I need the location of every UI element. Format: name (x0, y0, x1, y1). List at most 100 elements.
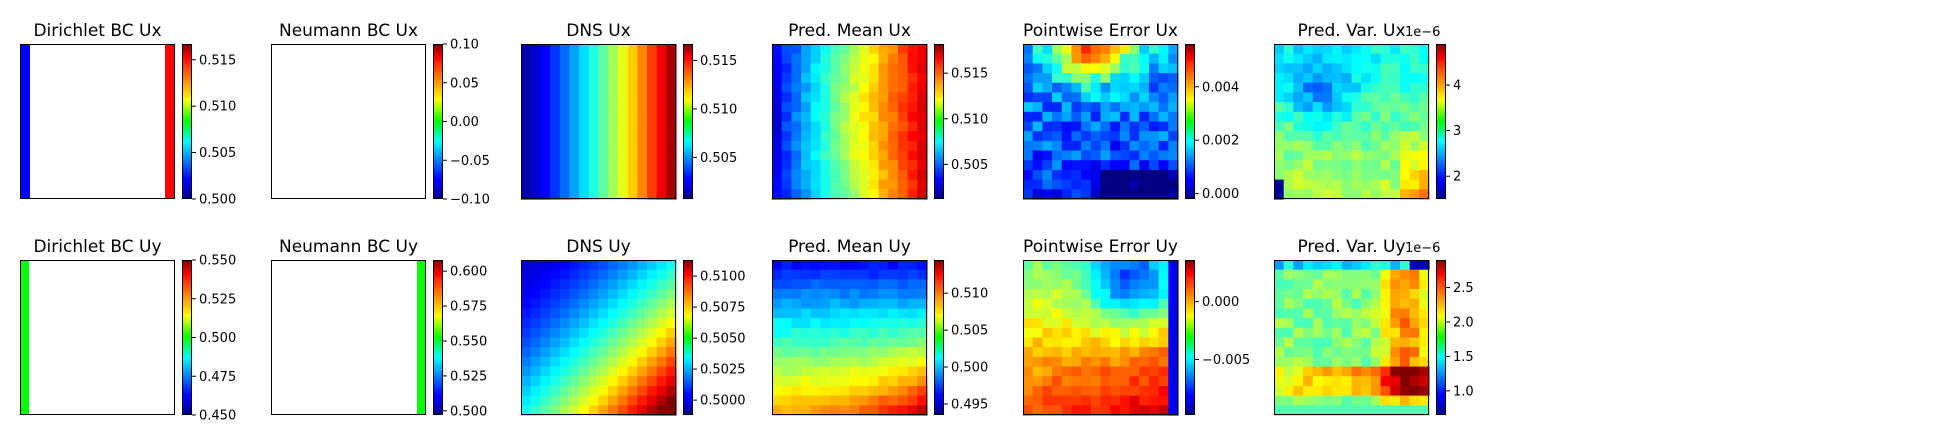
heatmap-cell (1322, 169, 1333, 181)
heatmap-cell (1119, 160, 1131, 171)
heatmap-cell (1110, 121, 1121, 132)
heatmap-cell (810, 385, 822, 397)
heatmap-cell (1061, 366, 1073, 377)
heatmap-cell (1100, 140, 1111, 152)
heatmap-cell (1322, 73, 1333, 84)
heatmap-cell (810, 318, 822, 329)
heatmap-cell (1380, 327, 1391, 339)
heatmap-cell (646, 269, 658, 280)
heatmap-cell (1361, 160, 1372, 171)
heatmap-cell (666, 131, 677, 142)
heatmap-cell (1071, 121, 1082, 132)
heatmap-cell (772, 160, 783, 171)
heatmap-cell (781, 260, 792, 271)
heatmap-cell (1052, 347, 1063, 358)
heatmap-cell (1052, 405, 1063, 416)
heatmap-cell (1399, 102, 1411, 113)
heatmap-cell (666, 385, 677, 397)
boundary-strip-right (165, 44, 175, 199)
heatmap-cell (1071, 337, 1082, 348)
heatmap-cell (617, 279, 629, 290)
heatmap-cell (1129, 44, 1140, 55)
heatmap-cell (878, 63, 889, 74)
heatmap-cell (1312, 385, 1324, 397)
heatmap-cell (1274, 160, 1285, 171)
heatmap-cell (627, 63, 638, 74)
heatmap-cell (617, 121, 629, 132)
heatmap-cell (1061, 44, 1073, 55)
heatmap-cell (1071, 73, 1082, 84)
heatmap-cell (588, 82, 600, 94)
heatmap-cell (781, 289, 792, 300)
heatmap-cell (1129, 260, 1140, 271)
heatmap-cell (791, 160, 802, 171)
heatmap-cell (530, 53, 541, 64)
heatmap-cell (1042, 82, 1053, 94)
heatmap-cell (849, 140, 860, 152)
heatmap-cell (772, 289, 783, 300)
heatmap-cell (1390, 308, 1401, 319)
colorbar-tick-label: 0.550 (199, 254, 236, 269)
heatmap-cell (559, 327, 571, 339)
heatmap-cell (907, 269, 918, 280)
heatmap-cell (1361, 92, 1372, 103)
heatmap-cell (617, 189, 629, 200)
heatmap-cell (646, 395, 658, 406)
heatmap-cell (897, 189, 909, 200)
heatmap-cell (1052, 121, 1063, 132)
heatmap-cell (772, 337, 783, 348)
heatmap-cell (1409, 73, 1420, 84)
heatmap-cell (1052, 337, 1063, 348)
heatmap-cell (791, 376, 802, 387)
heatmap-cell (907, 160, 918, 171)
heatmap-cell (656, 405, 667, 416)
heatmap-cell (801, 53, 812, 64)
heatmap-cell (772, 82, 783, 94)
heatmap-cell (1283, 385, 1294, 397)
heatmap-cell (1399, 73, 1411, 84)
heatmap-cell (1023, 356, 1034, 368)
heatmap-cell (791, 102, 802, 113)
heatmap-cell (559, 44, 571, 55)
heatmap-cell (1332, 140, 1343, 152)
heatmap-cell (781, 385, 792, 397)
heatmap-cell (579, 44, 590, 55)
heatmap-cell (1332, 356, 1343, 368)
heatmap-cell (1148, 318, 1160, 329)
heatmap-cell (839, 44, 851, 55)
heatmap-cell (1052, 385, 1063, 397)
heatmap-cell (907, 405, 918, 416)
heatmap-cell (598, 289, 609, 300)
heatmap-cell (868, 140, 880, 152)
heatmap-cell (1071, 279, 1082, 290)
panel-title: Pred. Mean Ux (788, 21, 911, 41)
heatmap-cell (878, 308, 889, 319)
heatmap-cell (1168, 121, 1179, 132)
heatmap-cell (646, 160, 658, 171)
heatmap-cell (1119, 385, 1131, 397)
heatmap-cell (1380, 63, 1391, 74)
heatmap-cell (839, 160, 851, 171)
heatmap-cell (1148, 356, 1160, 368)
heatmap-cell (540, 269, 551, 280)
heatmap-cell (1168, 298, 1179, 310)
heatmap-cell (849, 53, 860, 64)
heatmap-cell (1168, 169, 1179, 181)
heatmap-cell (550, 308, 561, 319)
heatmap-cell (569, 327, 580, 339)
heatmap-cell (897, 327, 909, 339)
heatmap-cell (849, 279, 860, 290)
heatmap-cell (907, 376, 918, 387)
heatmap-cell (897, 289, 909, 300)
heatmap-cell (530, 327, 541, 339)
heatmap-cell (1129, 298, 1140, 310)
heatmap-cell (1312, 405, 1324, 416)
heatmap-cell (569, 356, 580, 368)
heatmap-cell (1274, 269, 1285, 280)
heatmap-cell (1081, 82, 1092, 94)
heatmap-cell (1168, 289, 1179, 300)
heatmap-cell (810, 82, 822, 94)
heatmap-cell (579, 385, 590, 397)
